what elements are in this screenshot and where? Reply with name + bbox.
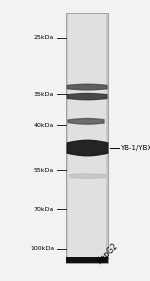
Text: 35kDa: 35kDa	[34, 92, 54, 97]
Text: 40kDa: 40kDa	[34, 123, 54, 128]
Text: HepG2: HepG2	[94, 241, 119, 266]
Text: 70kDa: 70kDa	[34, 207, 54, 212]
Text: 55kDa: 55kDa	[34, 167, 54, 173]
Bar	[68, 14, 106, 260]
Bar	[66, 257, 108, 263]
Text: 100kDa: 100kDa	[30, 246, 54, 251]
Text: 25kDa: 25kDa	[34, 35, 54, 40]
Text: YB-1/YBX1: YB-1/YBX1	[120, 144, 150, 151]
Bar	[66, 13, 108, 263]
